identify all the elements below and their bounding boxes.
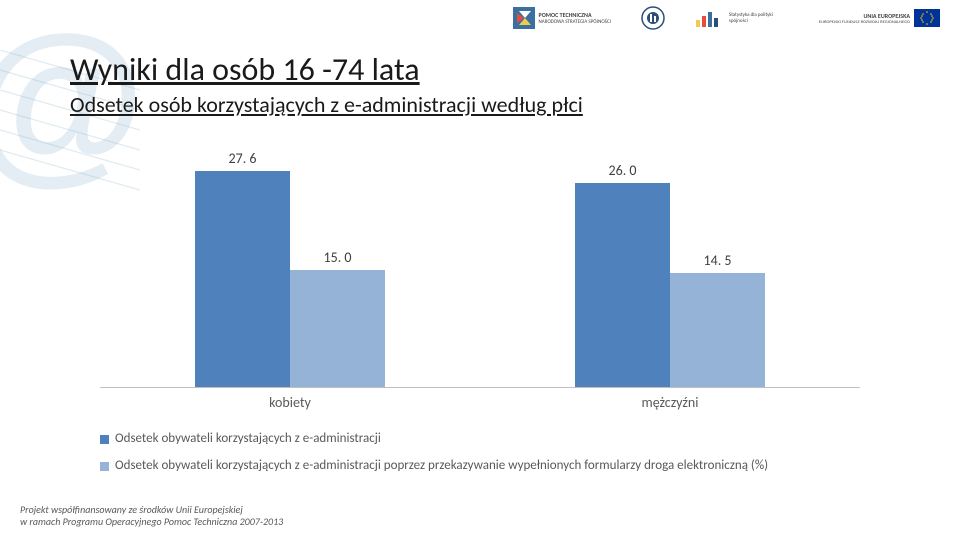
legend-label: Odsetek obywateli korzystających z e-adm…: [115, 458, 768, 475]
logo-eu: UNIA EUROPEJSKA EUROPEJSKI FUNDUSZ ROZWO…: [819, 9, 940, 27]
chart-bar-wrap: 26. 0: [575, 128, 670, 387]
chart-bar-wrap: 27. 6: [195, 128, 290, 387]
logo-pomoc-sub: NARODOWA STRATEGIA SPÓJNOŚCI: [539, 19, 611, 25]
chart-group: 26. 0 14. 5: [575, 128, 765, 387]
legend-item: Odsetek obywateli korzystających z e-adm…: [100, 458, 860, 475]
chart-bar-wrap: 15. 0: [290, 128, 385, 387]
logo-gus: [641, 6, 665, 30]
chart-bar: [670, 273, 765, 387]
srsg-icon: [695, 8, 725, 28]
legend-item: Odsetek obywateli korzystających z e-adm…: [100, 431, 860, 448]
chart-bar-wrap: 14. 5: [670, 128, 765, 387]
logo-pomoc-techniczna: POMOC TECHNICZNA NARODOWA STRATEGIA SPÓJ…: [513, 7, 611, 29]
logo-pomoc-label: POMOC TECHNICZNA: [539, 11, 611, 19]
chart-bar-value: 14. 5: [704, 252, 732, 269]
chart-legend: Odsetek obywateli korzystających z e-adm…: [100, 431, 860, 475]
footer-disclaimer: Projekt współfinansowany ze środków Unii…: [20, 504, 283, 528]
page-subtitle: Odsetek osób korzystających z e-administ…: [70, 91, 890, 118]
chart-plot-area: 27. 6 15. 0 26. 0 14. 5: [100, 128, 860, 388]
chart-category-label: mężczyźni: [570, 394, 770, 411]
header-logo-row: POMOC TECHNICZNA NARODOWA STRATEGIA SPÓJ…: [513, 6, 940, 30]
chart-bar-value: 26. 0: [609, 162, 637, 179]
page-title: Wyniki dla osób 16 -74 lata: [70, 50, 890, 89]
gus-icon: [641, 6, 665, 30]
chart-category-row: kobiety mężczyźni: [100, 394, 860, 411]
logo-srsg: Statystyka dla polityki spójności: [695, 8, 789, 28]
eu-flag-icon: [914, 9, 940, 27]
logo-srsg-label: Statystyka dla polityki spójności: [729, 12, 789, 24]
legend-swatch: [100, 435, 109, 444]
legend-label: Odsetek obywateli korzystających z e-adm…: [115, 431, 381, 448]
logo-eu-sub: EUROPEJSKI FUNDUSZ ROZWOJU REGIONALNEGO: [819, 20, 910, 25]
footer-line2: w ramach Programu Operacyjnego Pomoc Tec…: [20, 516, 283, 528]
chart-group: 27. 6 15. 0: [195, 128, 385, 387]
chart-bar: [575, 183, 670, 387]
logo-eu-label: UNIA EUROPEJSKA: [819, 12, 910, 20]
legend-swatch: [100, 462, 109, 471]
pomoc-icon: [513, 7, 535, 29]
chart-container: 27. 6 15. 0 26. 0 14. 5 kobiety mężczyźni Od…: [100, 128, 860, 475]
chart-bar: [195, 171, 290, 387]
chart-category-label: kobiety: [190, 394, 390, 411]
chart-bar-value: 15. 0: [324, 249, 352, 266]
chart-bar-value: 27. 6: [229, 150, 257, 167]
chart-bar: [290, 270, 385, 388]
